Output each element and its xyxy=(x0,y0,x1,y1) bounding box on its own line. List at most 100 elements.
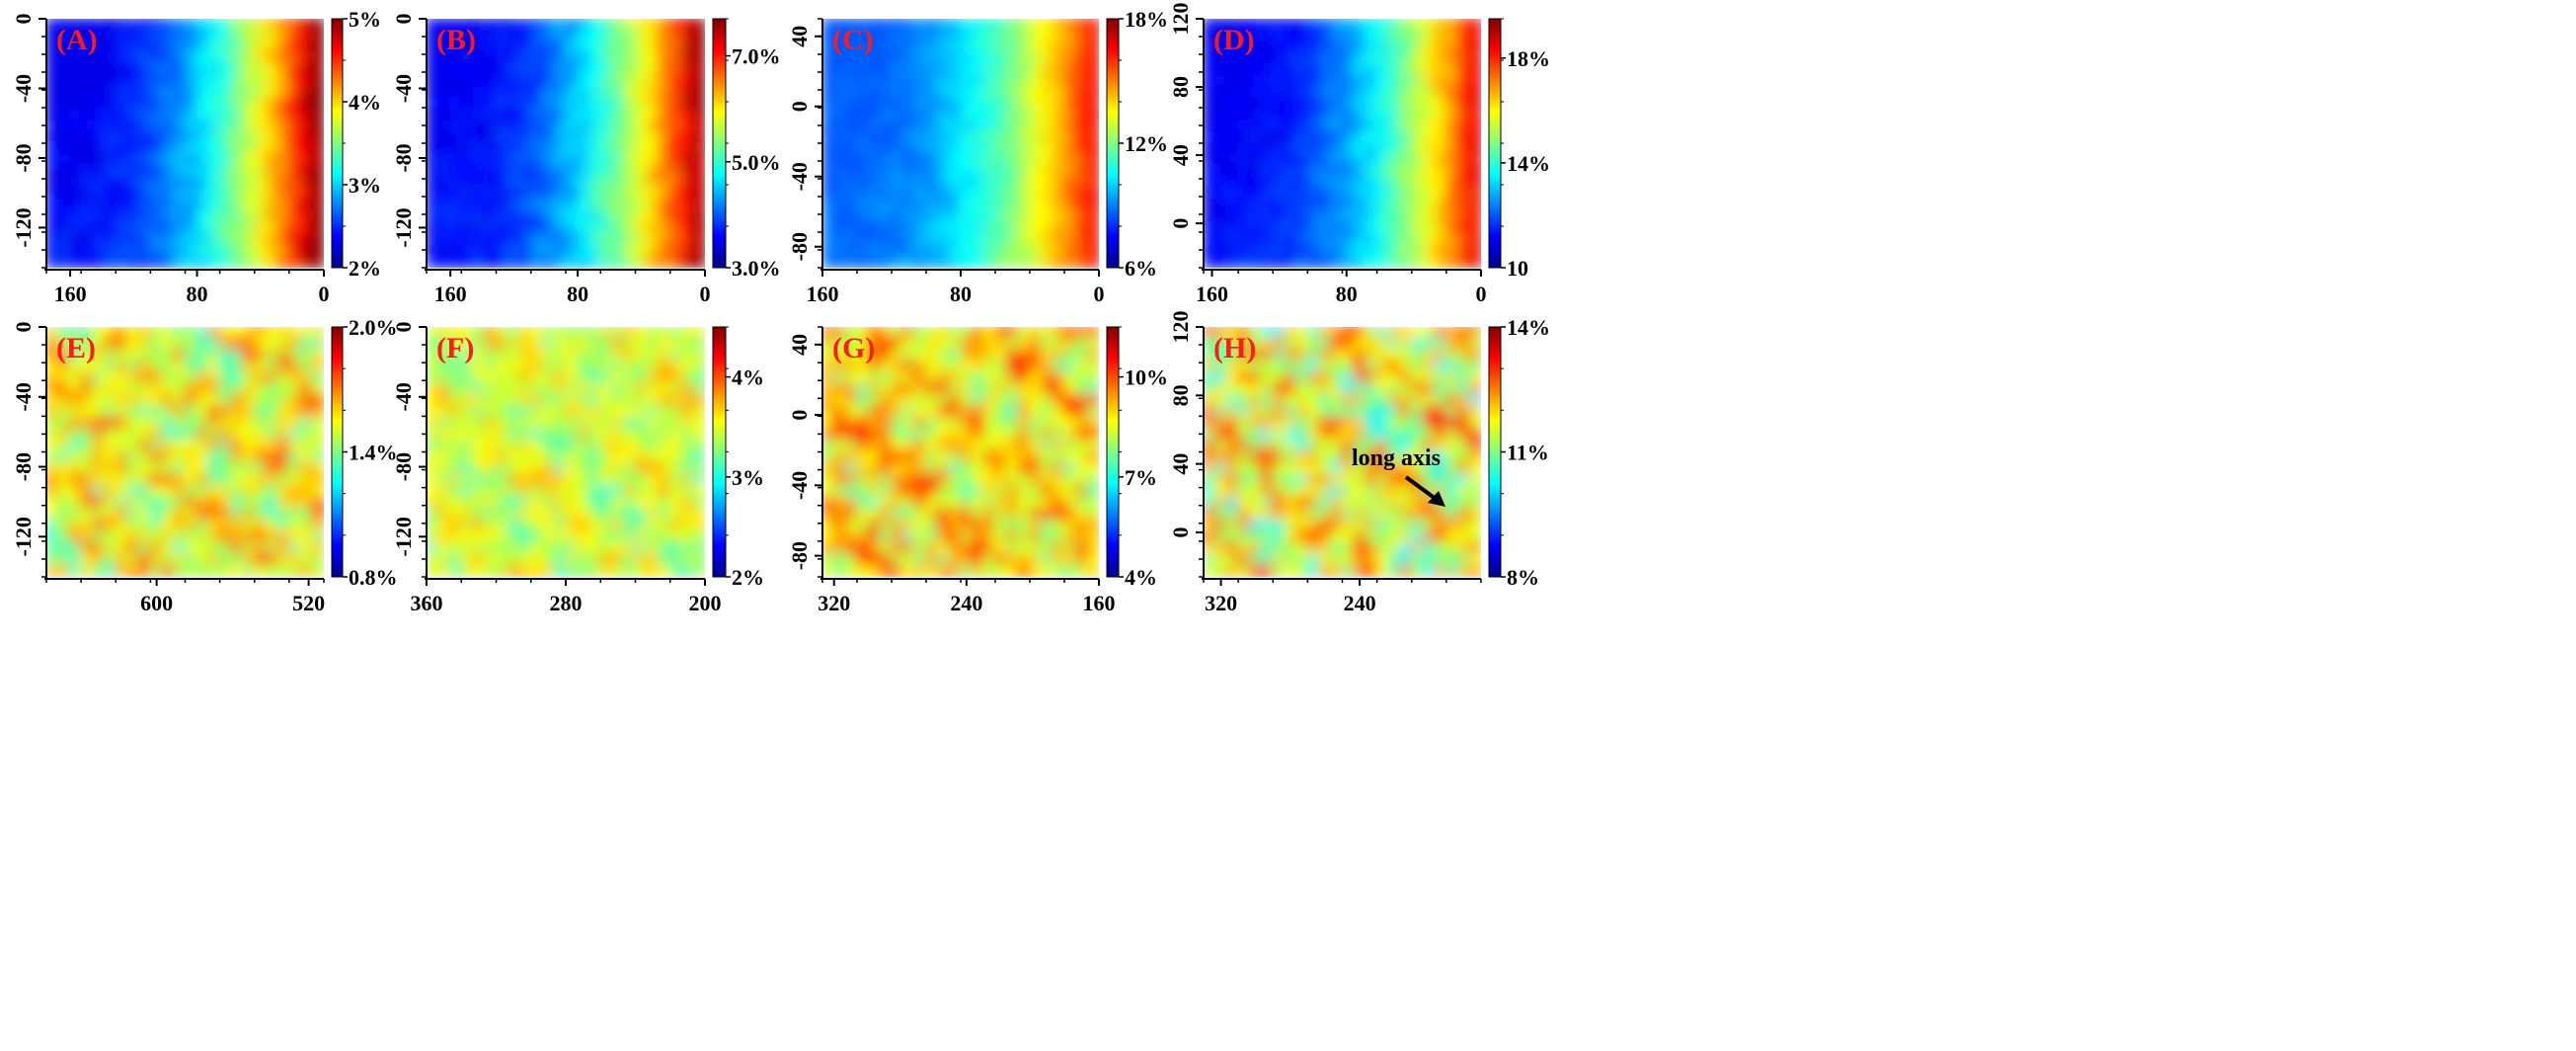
heatmap-cell xyxy=(1422,530,1437,544)
heatmap-cell xyxy=(634,394,649,408)
heatmap-cell xyxy=(634,85,649,100)
heatmap-cell xyxy=(242,553,256,567)
heatmap-cell xyxy=(218,440,233,453)
heatmap-cell xyxy=(472,496,486,510)
heatmap-cell xyxy=(206,337,221,351)
heatmap-cell xyxy=(925,74,939,88)
heatmap-cell xyxy=(311,176,324,190)
heatmap-cell xyxy=(1410,29,1425,42)
heatmap-cell xyxy=(982,120,996,133)
heatmap-cell xyxy=(1248,74,1263,88)
heatmap-cell xyxy=(460,29,474,42)
heatmap-cell xyxy=(622,473,637,487)
heatmap-cell xyxy=(971,209,985,224)
heatmap-cell xyxy=(611,360,625,373)
heatmap-cell xyxy=(832,97,847,111)
heatmap-cell xyxy=(960,564,974,577)
heatmap-cell xyxy=(1204,337,1216,351)
heatmap-cell xyxy=(80,153,94,167)
heatmap-cell xyxy=(1248,485,1263,499)
heatmap-cell xyxy=(472,29,486,42)
heatmap-cell xyxy=(971,74,985,88)
heatmap-cell xyxy=(611,508,625,522)
heatmap-cell xyxy=(634,153,649,167)
colorbar xyxy=(1488,326,1502,578)
heatmap-cell xyxy=(646,553,660,567)
heatmap-cell xyxy=(1375,553,1390,567)
heatmap-cell xyxy=(611,553,625,567)
heatmap-cell xyxy=(658,74,671,88)
heatmap-cell xyxy=(495,382,509,396)
heatmap-cell xyxy=(287,394,302,408)
heatmap-cell xyxy=(184,221,198,235)
heatmap-cell xyxy=(460,519,474,532)
heatmap-cell xyxy=(495,405,509,419)
heatmap-cell xyxy=(576,130,590,144)
heatmap-cell xyxy=(507,440,520,453)
heatmap-cell xyxy=(576,209,590,224)
heatmap-cell xyxy=(936,530,951,544)
heatmap-cell xyxy=(137,130,152,144)
heatmap-cell xyxy=(472,394,486,408)
heatmap-cell xyxy=(599,371,613,385)
heatmap-cell xyxy=(115,382,128,396)
heatmap-cell xyxy=(565,371,579,385)
heatmap-cell xyxy=(1364,428,1378,442)
heatmap-cell xyxy=(541,327,556,340)
heatmap-cell xyxy=(1353,327,1366,340)
heatmap-cell xyxy=(206,485,221,499)
heatmap-cell xyxy=(1040,337,1054,351)
heatmap-cell xyxy=(856,382,870,396)
heatmap-cell xyxy=(1005,440,1020,453)
heatmap-cell xyxy=(1204,440,1216,453)
heatmap-cell xyxy=(68,130,83,144)
heatmap-cell xyxy=(1444,130,1459,144)
heatmap-cell xyxy=(1434,176,1447,190)
heatmap-cell xyxy=(518,564,532,577)
heatmap-cell xyxy=(230,450,245,464)
heatmap-cell xyxy=(472,519,486,532)
heatmap-cell xyxy=(1052,85,1065,100)
heatmap-cell xyxy=(242,74,256,88)
heatmap-cell xyxy=(427,108,439,122)
heatmap-cell xyxy=(680,62,695,77)
heatmap-cell xyxy=(311,473,324,487)
heatmap-cell xyxy=(611,440,625,453)
heatmap-cell xyxy=(218,29,233,42)
heatmap-cell xyxy=(103,62,117,77)
heatmap-cell xyxy=(901,97,916,111)
heatmap-cell xyxy=(1260,209,1275,224)
heatmap-cell xyxy=(668,440,683,453)
heatmap-cell xyxy=(867,142,882,156)
heatmap-cell xyxy=(668,530,683,544)
heatmap-cell xyxy=(137,327,152,340)
heatmap-cell xyxy=(599,97,613,111)
heatmap-cell xyxy=(1318,382,1332,396)
heatmap-cell xyxy=(925,450,939,464)
heatmap-cell xyxy=(1248,541,1263,555)
heatmap-cell xyxy=(565,496,579,510)
heatmap-cell xyxy=(1225,450,1240,464)
heatmap-cell xyxy=(1318,62,1332,77)
heatmap-cell xyxy=(299,142,314,156)
heatmap-cell xyxy=(1422,130,1437,144)
heatmap-cell xyxy=(599,85,613,100)
heatmap-cell xyxy=(913,428,927,442)
heatmap-cell xyxy=(1052,553,1065,567)
heatmap-cell xyxy=(299,508,314,522)
heatmap-cell xyxy=(1040,74,1054,88)
heatmap-cell xyxy=(1468,142,1481,156)
heatmap-cell xyxy=(1434,108,1447,122)
heatmap-cell xyxy=(448,405,463,419)
heatmap-cell xyxy=(1456,255,1471,268)
heatmap-cell xyxy=(1468,508,1481,522)
heatmap-cell xyxy=(948,120,962,133)
heatmap-cell xyxy=(495,199,509,212)
heatmap-cell xyxy=(565,553,579,567)
heatmap-cell xyxy=(1306,142,1321,156)
heatmap-cell xyxy=(1410,221,1425,235)
heatmap-cell xyxy=(553,108,567,122)
heatmap-cell xyxy=(195,485,209,499)
heatmap-cell xyxy=(1260,51,1275,65)
heatmap-cell xyxy=(1410,327,1425,340)
